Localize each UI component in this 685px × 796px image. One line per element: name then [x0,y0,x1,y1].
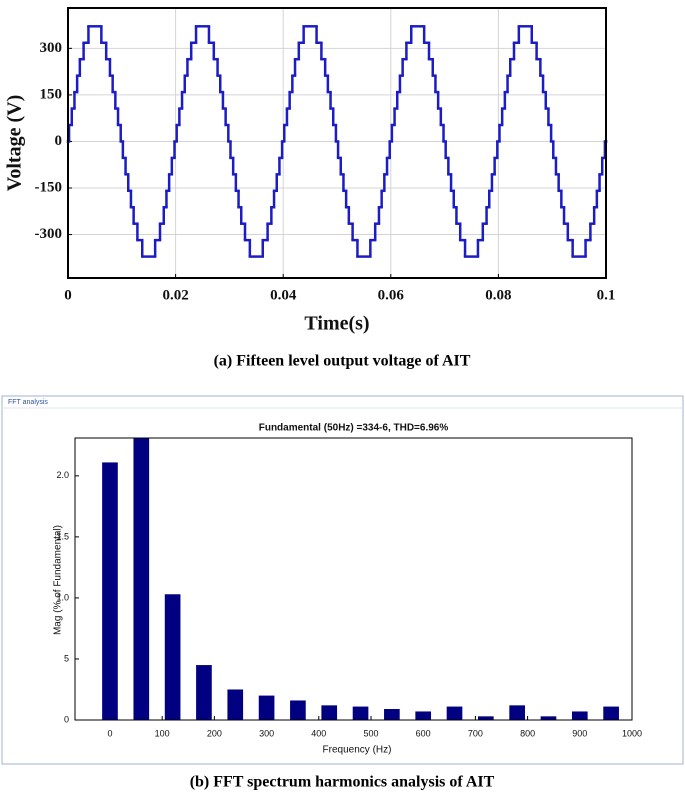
bar [384,709,400,720]
bar [540,716,557,720]
y-tick-label: 300 [40,40,63,56]
x-tick-label: 200 [207,728,222,738]
x-tick-label: 600 [416,728,431,738]
x-tick-label: 700 [468,728,483,738]
y-tick-label: 0 [55,133,63,149]
bar [196,665,212,720]
bar [509,705,525,720]
x-tick-label: 400 [311,728,326,738]
x-tick-label: 0.1 [597,287,616,303]
bar [164,594,181,720]
bar [571,711,588,720]
y-tick-label: 0 [64,714,69,724]
y-tick-label: 1.5 [56,531,69,541]
x-tick-label: 0.06 [378,287,405,303]
y-tick-label: 2.0 [56,470,69,480]
bar [478,716,494,720]
x-tick-label: 800 [520,728,535,738]
y-tick-label: -300 [35,226,63,242]
window-title: FFT analysis [8,399,48,406]
bar [446,706,463,720]
bar [415,711,432,720]
y-axis-label: Voltage (V) [4,95,26,191]
x-tick-label: 900 [572,728,587,738]
caption: (b) FFT spectrum harmonics analysis of A… [190,774,495,791]
bar [258,695,275,720]
bar [227,689,244,720]
x-tick-label: 0.02 [162,287,188,303]
bar [133,438,150,720]
x-tick-label: 300 [259,728,274,738]
x-tick-label: 1000 [622,728,642,738]
y-axis-label: Mag (% of Fundamental) [53,525,64,635]
x-axis-label: Frequency (Hz) [323,745,392,756]
plot-frame [67,7,607,279]
x-tick-label: 0 [107,728,112,738]
y-tick-label: 150 [40,86,63,102]
bar [352,706,369,720]
bar [603,706,619,720]
chart-title: Fundamental (50Hz) =334-6, THD=6.96% [259,423,449,434]
caption: (a) Fifteen level output voltage of AIT [214,353,471,370]
x-tick-label: 0.08 [485,287,511,303]
bar [290,700,306,720]
x-axis-label: Time(s) [304,313,369,335]
bar [321,705,338,720]
x-tick-label: 0 [64,287,72,303]
y-tick-label: 5 [64,653,69,663]
x-tick-label: 100 [155,728,170,738]
plot-frame [74,437,633,721]
x-tick-label: 500 [363,728,378,738]
y-tick-label: -150 [35,179,63,195]
x-tick-label: 0.04 [270,287,297,303]
bar [102,462,118,720]
y-tick-label: 1.0 [56,592,69,602]
